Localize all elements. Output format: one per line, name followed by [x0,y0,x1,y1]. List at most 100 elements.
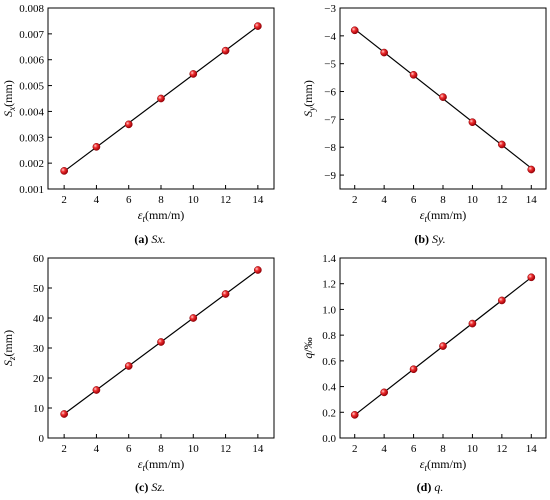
x-tick-label: 6 [126,194,132,206]
data-point [468,118,477,127]
y-tick-label: −8 [324,142,336,154]
y-tick-label: 30 [33,343,45,355]
x-tick-label: 10 [467,194,479,206]
x-tick-label: 14 [526,194,538,206]
x-tick-label: 4 [94,194,100,206]
y-tick-label: 1.0 [322,304,336,316]
panel-caption: (d) q. [417,480,444,494]
y-axis-label: Sz(mm) [1,330,17,366]
data-point [380,48,388,57]
y-axis-label: q/‰ [301,337,315,358]
data-point [498,296,506,305]
x-tick-label: 8 [158,443,164,455]
y-tick-label: 1.4 [322,253,336,265]
y-tick-label: 0.006 [19,55,44,67]
x-tick-label: 2 [352,443,358,455]
panel-caption: (c) Sz. [135,480,165,494]
x-tick-label: 8 [440,443,446,455]
x-tick-label: 8 [440,194,446,206]
data-point [221,290,230,298]
y-tick-label: 40 [33,313,45,325]
data-point [60,167,68,175]
y-tick-label: −7 [324,114,336,126]
y-axis-label: Sx(mm) [1,80,17,117]
data-point [92,143,101,151]
x-axis-label: εt(mm/m) [420,208,467,224]
x-axis-label: εt(mm/m) [420,457,467,473]
y-tick-label: 0.0 [322,433,336,445]
data-point [189,314,198,322]
y-tick-label: 0.4 [322,382,336,394]
x-tick-label: 6 [411,443,417,455]
x-tick-label: 12 [496,443,507,455]
data-point [439,342,447,350]
y-tick-label: 10 [33,403,45,415]
y-tick-label: 0.2 [322,407,336,419]
data-point [124,362,133,370]
x-tick-label: 4 [94,443,100,455]
x-axis-label: εt(mm/m) [138,208,185,224]
y-tick-label: 0.007 [19,29,44,41]
y-tick-label: −9 [324,170,336,182]
x-tick-label: 8 [158,194,164,206]
x-tick-label: 2 [352,194,358,206]
plot-frame [47,257,275,439]
y-tick-label: 0.001 [19,184,44,196]
x-tick-label: 14 [526,443,538,455]
y-tick-label: 50 [33,283,45,295]
x-tick-label: 12 [220,194,231,206]
y-tick-label: 0.003 [19,132,44,144]
chart-panel-4: 2 4 6 8 10 12 14 0.0 0.2 0.4 0.6 0.8 1.0 1.2 1.4 εt(mm/… [301,253,547,494]
x-tick-label: 2 [61,194,67,206]
data-point [92,386,101,394]
data-point [380,388,388,397]
y-tick-label: 1.2 [322,279,336,291]
y-tick-label: 0 [39,433,45,445]
data-point [439,93,447,101]
panel-caption: (b) Sy. [414,232,445,246]
data-point [124,120,133,129]
chart-panel-1: 2 4 6 8 10 12 14 0.001 0.002 0.003 0.004 0.005 0.006… [1,3,275,246]
x-tick-label: 4 [381,443,387,455]
x-tick-label: 12 [220,443,231,455]
data-point [409,70,418,79]
data-point [189,70,198,78]
x-tick-label: 14 [252,443,264,455]
y-tick-label: −5 [324,59,336,71]
x-tick-label: 2 [61,443,67,455]
chart-panel-2: 2 4 6 8 10 12 14 −3 −4 −5 −6 −7 −8 −9 εt(mm/m) Sy(mm) (b… [301,3,547,246]
data-point [409,365,418,374]
data-point [221,46,230,55]
x-tick-label: 6 [126,443,132,455]
data-point [468,319,477,328]
x-tick-label: 10 [188,194,200,206]
data-point [60,410,68,418]
x-tick-label: 14 [252,194,264,206]
x-tick-label: 4 [381,194,387,206]
y-tick-label: 0.005 [19,81,44,93]
data-point [157,338,165,346]
y-tick-label: 0.002 [19,158,44,170]
data-point [527,273,536,282]
y-tick-label: 0.8 [322,330,336,342]
data-point [350,26,359,35]
y-tick-label: −4 [324,31,336,43]
y-tick-label: −6 [324,87,336,99]
chart-panel-3: 2 4 6 8 10 12 14 0 10 20 30 40 50 60 εt(mm/m) Sz(mm) (c)… [1,253,275,494]
data-point [527,165,536,174]
y-tick-label: −3 [324,3,336,15]
panel-caption: (a) Sx. [134,232,165,246]
data-point [254,22,262,30]
y-tick-label: 20 [33,373,45,385]
x-tick-label: 12 [496,194,507,206]
y-tick-label: 0.6 [322,356,336,368]
data-point [254,266,262,274]
x-tick-label: 10 [467,443,479,455]
x-axis-label: εt(mm/m) [138,457,185,473]
y-tick-label: 0.008 [19,3,44,15]
data-point [498,140,506,149]
y-tick-label: 60 [33,253,45,265]
data-point [157,94,165,103]
x-tick-label: 6 [411,194,417,206]
